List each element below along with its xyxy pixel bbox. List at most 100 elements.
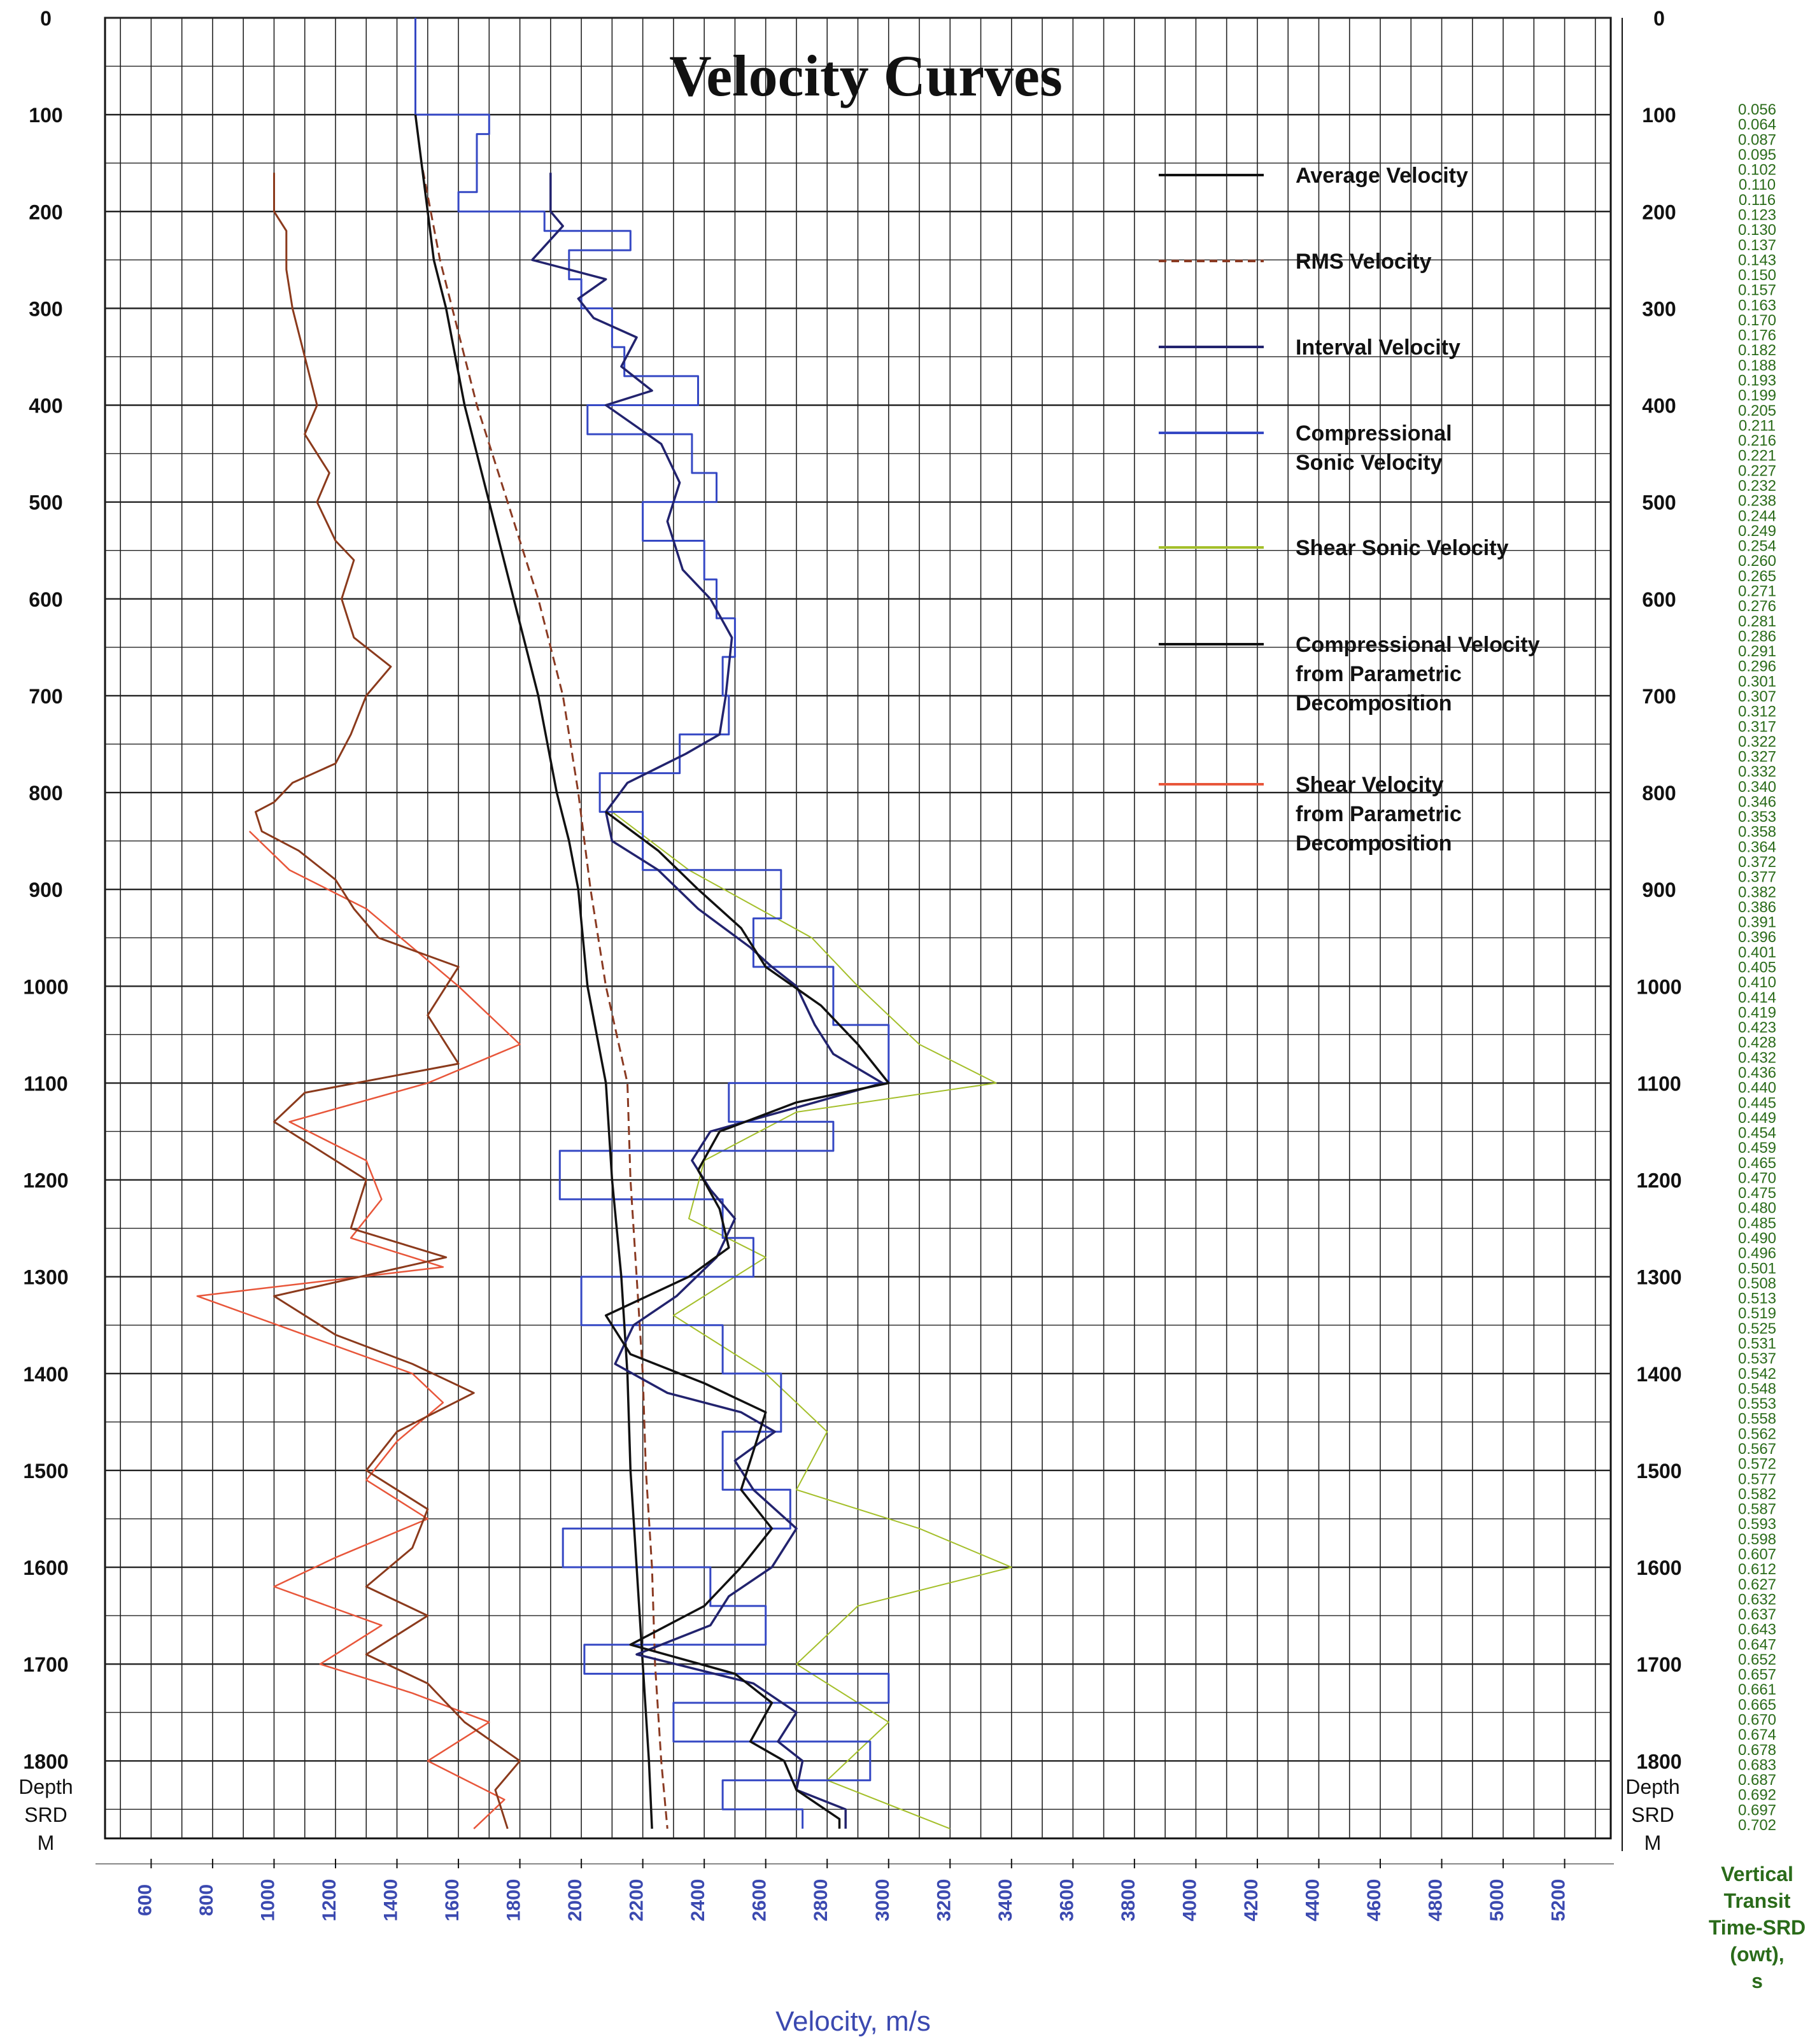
transit-time-value: 0.193: [1738, 372, 1776, 390]
transit-time-value: 0.632: [1738, 1591, 1776, 1608]
transit-time-value: 0.157: [1738, 282, 1776, 299]
x-tick-label: 4400: [1302, 1879, 1323, 1922]
transit-time-value: 0.391: [1738, 914, 1776, 931]
x-tick-label: 4800: [1425, 1879, 1446, 1922]
depth-tick-right: 1100: [1637, 1072, 1681, 1095]
transit-time-value: 0.312: [1738, 703, 1776, 721]
transit-time-value: 0.475: [1738, 1185, 1776, 1202]
transit-time-value: 0.372: [1738, 854, 1776, 871]
transit-time-value: 0.396: [1738, 929, 1776, 946]
transit-time-value: 0.414: [1738, 989, 1776, 1006]
transit-time-value: 0.598: [1738, 1531, 1776, 1548]
transit-time-value: 0.459: [1738, 1139, 1776, 1157]
transit-time-value: 0.301: [1738, 673, 1776, 690]
x-tick-label: 3000: [872, 1879, 893, 1922]
series-shear-smooth: [255, 173, 521, 1829]
x-tick-label: 800: [196, 1884, 217, 1916]
series-comp-param: [604, 810, 890, 1829]
transit-time-value: 0.163: [1738, 297, 1776, 314]
depth-tick-left: 1100: [24, 1072, 67, 1095]
depth-tick-right: 1600: [1636, 1556, 1681, 1579]
transit-time-value: 0.562: [1738, 1425, 1776, 1442]
transit-time-value: 0.405: [1738, 959, 1776, 976]
transit-time-value: 0.577: [1738, 1470, 1776, 1488]
depth-tick-right: 1400: [1636, 1363, 1681, 1386]
transit-time-value: 0.254: [1738, 538, 1776, 555]
depth-tick-left: 1700: [23, 1653, 68, 1676]
legend-label: from Parametric: [1296, 802, 1462, 826]
transit-time-value: 0.480: [1738, 1200, 1776, 1217]
x-tick-label: 1000: [257, 1879, 278, 1922]
depth-tick-right: 1700: [1636, 1653, 1681, 1676]
transit-time-value: 0.537: [1738, 1350, 1776, 1367]
transit-time-value: 0.260: [1738, 553, 1776, 570]
depth-tick-right: 1300: [1636, 1266, 1681, 1289]
transit-time-value: 0.647: [1738, 1636, 1776, 1653]
transit-time-value: 0.643: [1738, 1621, 1776, 1639]
series-rms: [414, 114, 668, 1829]
transit-time-value: 0.150: [1738, 267, 1776, 284]
transit-time-value: 0.572: [1738, 1456, 1776, 1473]
x-tick-label: 4200: [1241, 1879, 1262, 1922]
x-tick-label: 1400: [381, 1879, 402, 1922]
legend-label: Sonic Velocity: [1296, 451, 1443, 475]
transit-time-value: 0.401: [1738, 944, 1776, 961]
transit-time-value: 0.276: [1738, 598, 1776, 615]
x-tick-label: 3800: [1118, 1879, 1139, 1922]
depth-label-left: Depth: [18, 1775, 73, 1798]
transit-time-value: 0.612: [1738, 1561, 1776, 1578]
depth-label-left: SRD: [24, 1803, 67, 1826]
depth-tick-right: 1800: [1636, 1750, 1681, 1773]
transit-time-axis-label: Vertical: [1721, 1863, 1793, 1885]
series-interval: [531, 173, 884, 1829]
series-average: [414, 114, 653, 1829]
transit-time-value: 0.542: [1738, 1365, 1776, 1383]
transit-time-value: 0.382: [1738, 884, 1776, 901]
transit-time-value: 0.508: [1738, 1275, 1776, 1292]
transit-time-value: 0.271: [1738, 582, 1776, 600]
transit-time-value: 0.227: [1738, 462, 1776, 479]
transit-time-value: 0.702: [1738, 1817, 1776, 1834]
depth-label-left: M: [38, 1831, 55, 1854]
transit-time-value: 0.216: [1738, 432, 1776, 449]
x-tick-label: 4600: [1364, 1879, 1385, 1922]
x-tick-label: 5200: [1548, 1879, 1569, 1922]
depth-label-right: SRD: [1631, 1803, 1674, 1826]
x-tick-label: 3400: [995, 1879, 1016, 1922]
axes: 600 800 1000 1200 1400 1600 1800 2000 2200 2400 26…: [18, 7, 1681, 1921]
transit-time-value: 0.056: [1738, 101, 1776, 118]
depth-tick-left: 900: [29, 878, 62, 901]
transit-time-value: 0.607: [1738, 1546, 1776, 1563]
transit-time-value: 0.170: [1738, 312, 1776, 329]
transit-time-value: 0.501: [1738, 1260, 1776, 1277]
transit-time-value: 0.364: [1738, 838, 1776, 856]
depth-tick-left: 500: [29, 491, 62, 514]
depth-tick-left: 1600: [23, 1556, 68, 1579]
transit-time-axis-label: Time-SRD: [1709, 1916, 1806, 1939]
transit-time-value: 0.322: [1738, 733, 1776, 751]
legend-label: Compressional Velocity: [1296, 633, 1540, 657]
depth-tick-right: 700: [1642, 685, 1676, 708]
x-tick-label: 2000: [565, 1879, 586, 1922]
depth-tick-left: 1300: [23, 1266, 68, 1289]
depth-tick-right: 600: [1642, 588, 1676, 611]
depth-tick-left: 300: [29, 297, 62, 320]
depth-tick-left: 600: [29, 588, 62, 611]
x-tick-label: 2200: [626, 1879, 647, 1922]
transit-time-value: 0.436: [1738, 1064, 1776, 1082]
transit-time-value: 0.130: [1738, 222, 1776, 239]
transit-time-value: 0.205: [1738, 402, 1776, 419]
legend-label: RMS Velocity: [1296, 250, 1432, 274]
x-tick-label: 1200: [319, 1879, 340, 1922]
transit-time-value: 0.490: [1738, 1230, 1776, 1247]
transit-time-value: 0.095: [1738, 146, 1776, 164]
legend-label: Decomposition: [1296, 691, 1452, 715]
depth-tick-left: 800: [29, 782, 62, 805]
x-tick-label: 5000: [1487, 1879, 1508, 1922]
depth-tick-right: 300: [1642, 297, 1676, 320]
transit-time-value: 0.221: [1738, 448, 1776, 465]
transit-time-value: 0.587: [1738, 1501, 1776, 1518]
transit-time-value: 0.470: [1738, 1169, 1776, 1187]
transit-time-value: 0.182: [1738, 342, 1776, 359]
depth-tick-right: 900: [1642, 878, 1676, 901]
